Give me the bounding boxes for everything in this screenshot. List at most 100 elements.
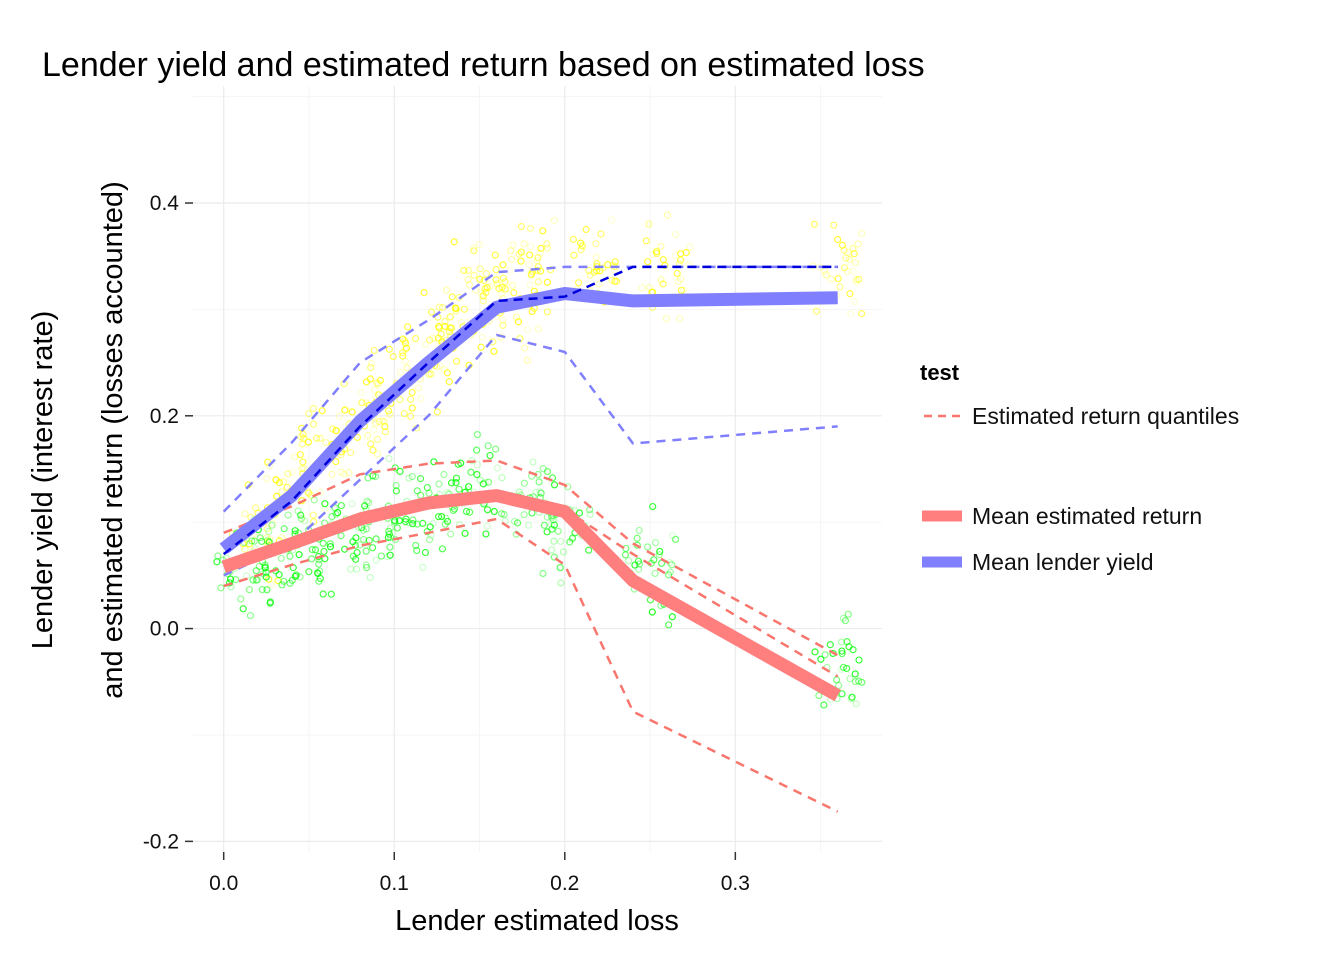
scatter-point <box>263 586 271 594</box>
scatter-point <box>849 267 857 276</box>
scatter-point <box>564 483 572 491</box>
scatter-point <box>337 532 345 540</box>
x-axis-title: Lender estimated loss <box>395 905 679 937</box>
scatter-point <box>470 271 478 279</box>
scatter-point <box>548 546 556 554</box>
scatter-point <box>850 297 859 306</box>
scatter-point <box>534 254 542 262</box>
scatter-point <box>385 455 393 463</box>
scatter-point <box>457 318 465 326</box>
scatter-point <box>408 404 416 412</box>
scatter-point <box>367 440 375 448</box>
scatter-point <box>514 318 523 326</box>
scatter-point <box>539 227 547 235</box>
scatter-point <box>452 479 460 487</box>
scatter-point <box>313 434 321 442</box>
scatter-point <box>297 511 305 519</box>
scatter-point <box>635 526 643 535</box>
scatter-point <box>246 611 255 620</box>
scatter-point <box>309 404 318 413</box>
scatter-point <box>310 496 318 504</box>
scatter-point <box>380 418 389 426</box>
scatter-point <box>465 483 473 491</box>
scatter-point <box>399 349 407 357</box>
scatter-point <box>638 284 646 292</box>
scatter-point <box>426 336 434 344</box>
scatter-point <box>592 253 600 261</box>
scatter-point <box>492 266 500 274</box>
scatter-point <box>307 555 316 563</box>
scatter-point <box>296 450 304 459</box>
scatter-point <box>566 538 574 546</box>
scatter-point <box>676 256 685 264</box>
scatter-point <box>499 274 508 282</box>
scatter-point <box>420 288 428 297</box>
scatter-point <box>362 399 370 407</box>
scatter-point <box>373 450 382 458</box>
scatter-point <box>550 216 558 225</box>
scatter-point <box>665 571 673 579</box>
scatter-point <box>482 270 490 278</box>
scatter-point <box>254 533 262 541</box>
scatter-point <box>663 211 672 219</box>
scatter-point <box>574 279 583 287</box>
scatter-point <box>321 555 329 563</box>
scatter-point <box>413 487 421 495</box>
scatter-point <box>854 240 862 248</box>
scatter-point <box>651 569 659 578</box>
scatter-point <box>335 412 343 420</box>
scatter-point <box>483 522 491 530</box>
scatter-point <box>523 356 532 364</box>
scatter-point <box>529 458 537 466</box>
scatter-point <box>811 648 819 656</box>
scatter-point <box>650 556 658 564</box>
scatter-point <box>512 313 521 321</box>
scatter-point <box>258 586 266 594</box>
scatter-point <box>262 568 270 576</box>
scatter-point <box>381 428 389 436</box>
scatter-point <box>550 481 559 489</box>
scatter-point <box>413 546 421 555</box>
scatter-point <box>309 511 317 519</box>
scatter-point <box>318 407 326 415</box>
scatter-point <box>543 244 552 252</box>
scatter-point <box>441 317 449 326</box>
scatter-point <box>288 468 296 477</box>
y-axis: -0.2 0.0 0.2 0.4 <box>143 192 193 853</box>
scatter-point <box>414 384 422 392</box>
scatter-point <box>309 420 318 428</box>
scatter-point <box>506 267 514 275</box>
scatter-point <box>305 410 313 418</box>
scatter-point <box>452 357 461 365</box>
scatter-point <box>239 605 247 613</box>
scatter-point <box>499 321 507 329</box>
scatter-point <box>539 465 547 473</box>
scatter-point <box>550 521 558 529</box>
x-tick-label: 0.1 <box>380 872 409 895</box>
scatter-point <box>656 547 664 556</box>
scatter-point <box>263 537 271 545</box>
scatter-point <box>577 246 585 254</box>
scatter-point <box>657 242 665 250</box>
scatter-point <box>445 378 453 386</box>
scatter-point <box>396 467 404 475</box>
scatter-point <box>668 613 676 621</box>
scatter-point <box>839 614 847 622</box>
scatter-point <box>482 530 490 538</box>
scatter-point <box>269 519 277 528</box>
scatter-point <box>284 470 292 478</box>
scatter-point <box>433 408 441 416</box>
scatter-point <box>595 280 603 288</box>
scatter-point <box>227 575 235 583</box>
scatter-point <box>464 275 472 284</box>
scatter-point <box>543 240 551 248</box>
scatter-point <box>264 537 273 545</box>
scatter-point <box>298 465 306 473</box>
scatter-point <box>352 534 360 542</box>
scatter-point <box>624 557 633 565</box>
point-cloud-layer <box>213 211 866 709</box>
scatter-point <box>446 313 455 321</box>
scatter-point <box>328 512 336 521</box>
scatter-point <box>332 457 340 466</box>
y-tick-label: 0.0 <box>150 618 179 641</box>
